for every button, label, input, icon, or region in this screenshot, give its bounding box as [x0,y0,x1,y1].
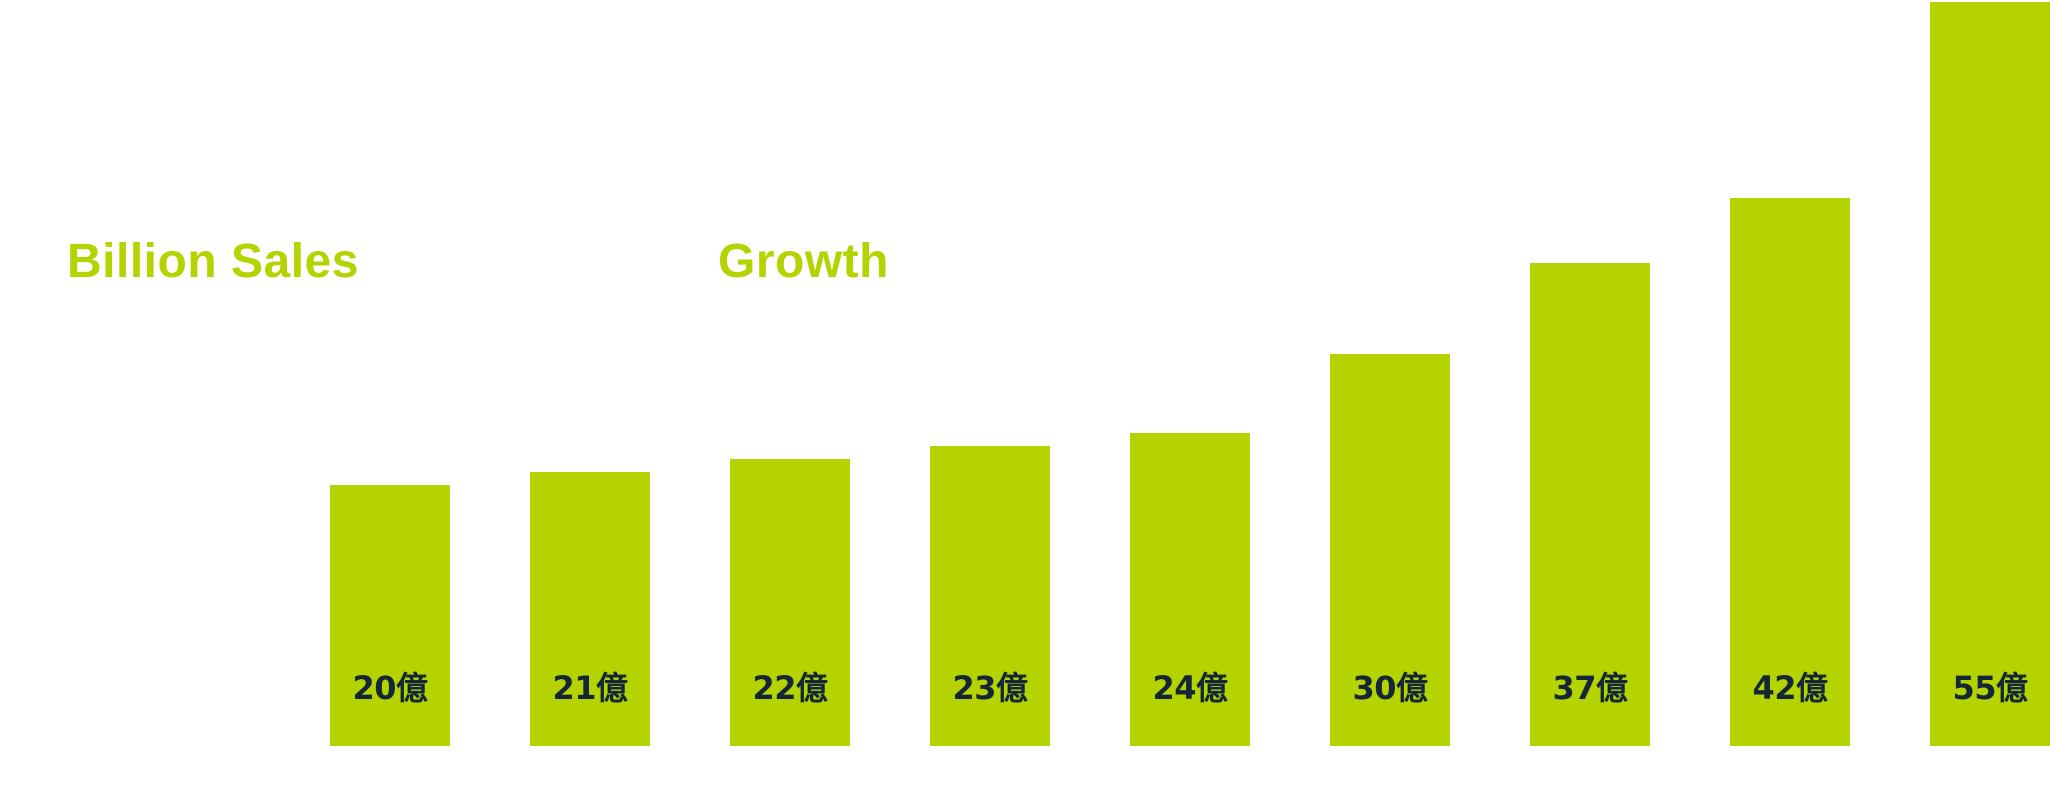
bar-value-label: 42億 [1752,669,1828,707]
bar-6: 30億 [1330,354,1450,746]
bar-value-label: 30億 [1352,669,1428,707]
bar-8: 42億 [1730,198,1850,746]
bar-value-label: 24億 [1152,669,1228,707]
bar-value-label: 21億 [552,669,628,707]
chart-title-billion-sales: Billion Sales [67,235,359,288]
bar-4: 23億 [930,446,1050,746]
bar-value-label: 55億 [1952,669,2028,707]
bar-3: 22億 [730,459,850,746]
bar-value-label: 23億 [952,669,1028,707]
chart-title-growth: Growth [718,235,889,288]
bar-2: 21億 [530,472,650,746]
bar-value-label: 20億 [352,669,428,707]
bar-value-label: 37億 [1552,669,1628,707]
bar-value-label: 22億 [752,669,828,707]
bar-9: 55億 [1930,2,2050,746]
bar-5: 24億 [1130,433,1250,746]
bar-1: 20億 [330,485,450,746]
bar-7: 37億 [1530,263,1650,746]
